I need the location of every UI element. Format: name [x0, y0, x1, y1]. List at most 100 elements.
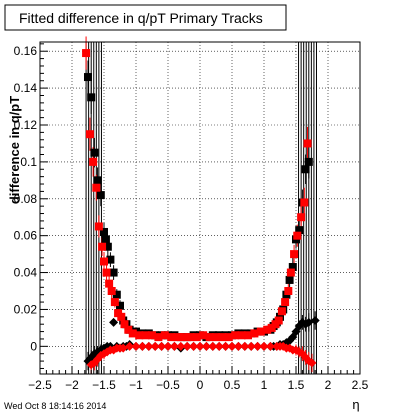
- data-point: [244, 331, 252, 340]
- data-point: [116, 301, 124, 310]
- data-point: [128, 329, 137, 338]
- data-point: [286, 268, 295, 277]
- data-point: [124, 325, 133, 334]
- x-tick-label: −2: [65, 378, 79, 392]
- data-point: [233, 341, 243, 351]
- timestamp: Wed Oct 8 18:14:16 2014: [4, 401, 106, 411]
- data-point: [224, 333, 233, 342]
- data-point: [201, 341, 211, 351]
- data-point: [120, 320, 129, 329]
- data-point: [186, 333, 195, 342]
- y-tick-label: 0.04: [14, 266, 38, 280]
- data-point: [100, 227, 108, 236]
- data-point: [277, 307, 286, 316]
- data-point: [256, 327, 265, 336]
- data-point: [281, 298, 290, 307]
- data-point: [89, 157, 98, 166]
- data-point: [173, 333, 182, 342]
- data-point: [96, 191, 105, 200]
- y-tick-label: 0.02: [14, 302, 38, 316]
- y-tick-label: 0.08: [14, 192, 38, 206]
- data-point: [90, 148, 99, 157]
- data-point: [176, 341, 186, 351]
- y-tick-label: 0.1: [20, 155, 37, 169]
- data-point: [103, 242, 112, 251]
- data-point: [293, 231, 302, 240]
- data-point: [131, 341, 141, 351]
- data-point: [301, 165, 310, 174]
- data-point: [93, 176, 102, 185]
- data-point: [94, 222, 103, 231]
- data-point: [192, 333, 201, 342]
- axis-ticks: [39, 43, 361, 374]
- data-point: [246, 341, 256, 351]
- y-tick-labels: 0 0.02 0.04 0.06 0.08 0.1 0.12 0.14 0.16: [14, 44, 38, 353]
- data-point: [199, 331, 208, 340]
- x-tick-label: 1.5: [288, 378, 305, 392]
- data-point: [259, 341, 269, 351]
- data-point: [100, 257, 108, 266]
- data-point: [137, 341, 147, 351]
- data-point: [307, 358, 317, 368]
- data-point: [109, 268, 118, 277]
- data-point: [85, 130, 94, 139]
- data-point: [157, 341, 167, 351]
- x-tick-label: 1: [261, 378, 268, 392]
- data-point: [167, 333, 176, 342]
- data-point: [118, 343, 128, 353]
- data-point: [169, 341, 179, 351]
- data-point: [98, 242, 107, 251]
- chart-title: Fitted difference in q/pT Primary Tracks: [19, 10, 263, 26]
- data-point: [300, 198, 309, 207]
- data-point: [101, 235, 110, 244]
- y-axis-title: difference in q/pT: [7, 96, 22, 204]
- data-point: [274, 316, 283, 325]
- vertical-error-lines: [85, 42, 317, 374]
- data-point: [253, 341, 263, 351]
- y-tick-label: 0.14: [14, 81, 38, 95]
- x-tick-label: 0.5: [224, 378, 241, 392]
- data-point: [195, 341, 205, 351]
- data-point: [160, 331, 169, 340]
- data-point: [297, 213, 306, 222]
- x-tick-label: 2: [325, 378, 332, 392]
- data-point: [288, 263, 297, 272]
- data-point: [304, 157, 313, 166]
- data-point: [227, 341, 237, 351]
- data-point: [214, 341, 224, 351]
- data-point: [92, 183, 101, 192]
- data-point: [135, 331, 144, 340]
- y-tick-label: 0.12: [14, 118, 38, 132]
- data-point: [87, 93, 96, 102]
- data-point: [221, 341, 231, 351]
- x-axis-title: η: [352, 397, 359, 412]
- data-point: [112, 290, 121, 299]
- data-point: [304, 317, 314, 327]
- data-point: [154, 333, 163, 342]
- data-point: [105, 279, 114, 288]
- data-point: [310, 316, 320, 326]
- data-point: [295, 226, 304, 235]
- data-point: [218, 333, 227, 342]
- data-point: [110, 298, 119, 307]
- data-point: [141, 331, 150, 340]
- data-points: [82, 49, 320, 370]
- x-tick-label: −1.5: [92, 378, 116, 392]
- data-point: [82, 49, 91, 58]
- data-point: [205, 333, 214, 342]
- x-tick-label: 2.5: [352, 378, 369, 392]
- data-point: [102, 268, 111, 277]
- y-tick-label: 0.06: [14, 229, 38, 243]
- data-point: [109, 317, 119, 327]
- data-point: [182, 341, 192, 351]
- data-point: [231, 331, 240, 340]
- y-tick-label: 0: [30, 339, 37, 353]
- data-point: [107, 287, 116, 295]
- data-point: [117, 312, 126, 321]
- data-point: [180, 333, 188, 342]
- data-point: [144, 341, 154, 351]
- data-point: [290, 250, 299, 259]
- data-point: [285, 275, 294, 284]
- data-point: [212, 333, 220, 342]
